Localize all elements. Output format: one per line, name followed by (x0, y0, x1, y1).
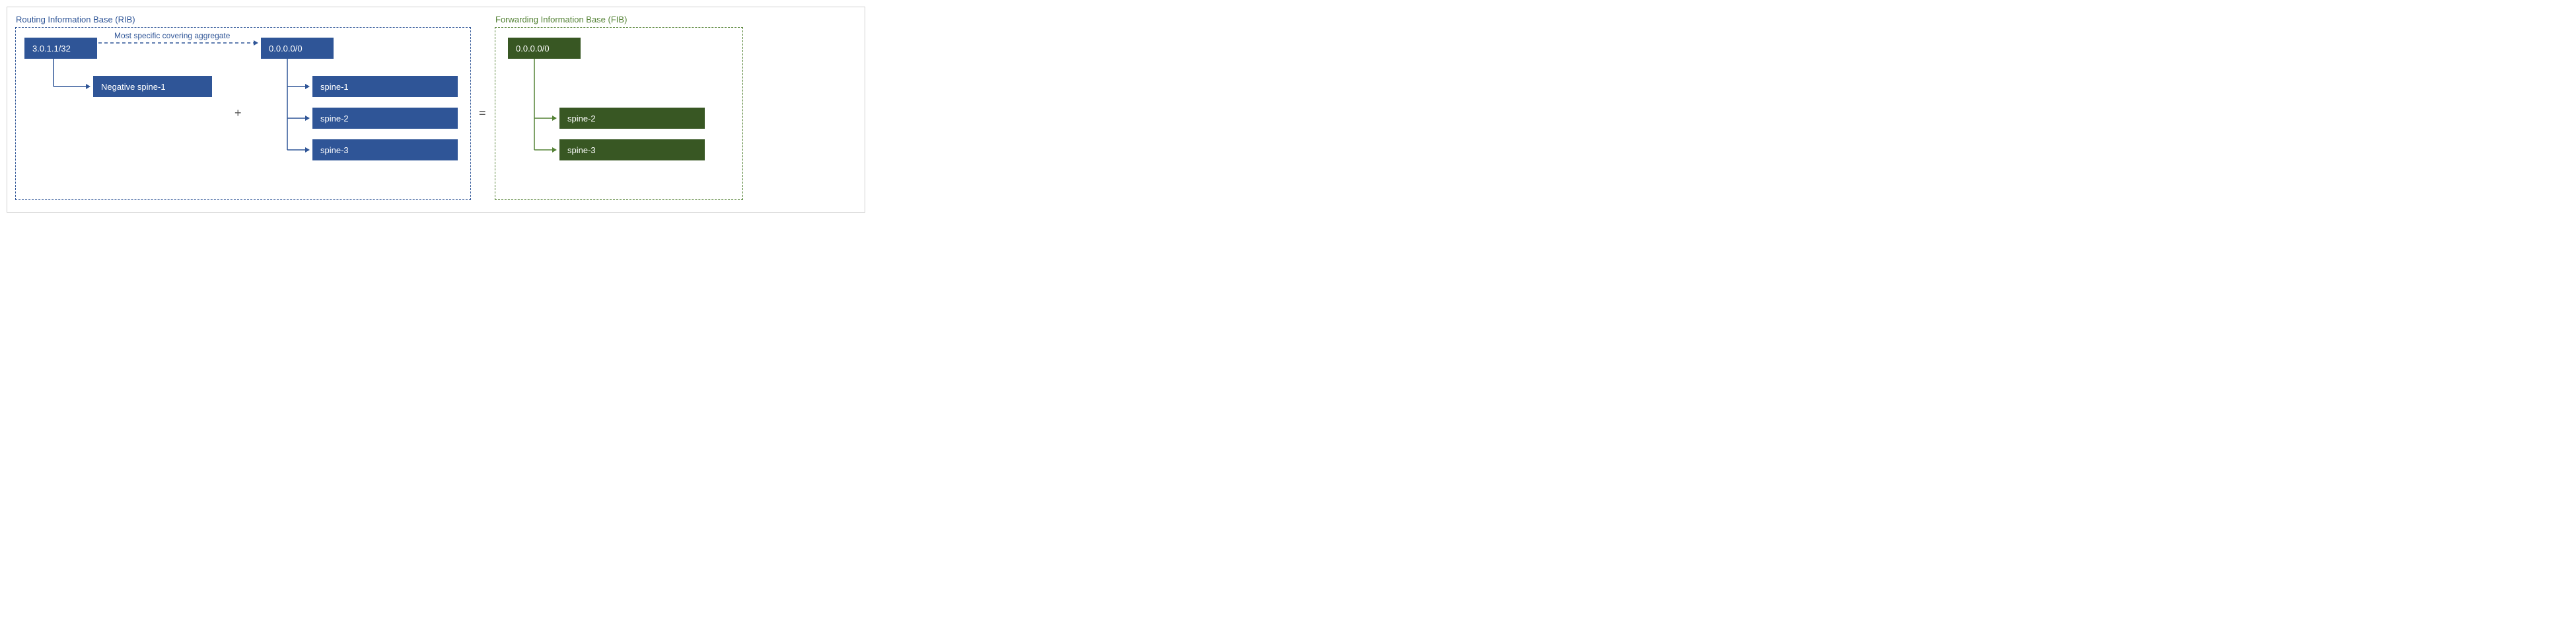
rib-negative-nexthop-box: Negative spine-1 (93, 76, 212, 97)
covering-aggregate-label: Most specific covering aggregate (114, 31, 230, 40)
rib-nexthop-box: spine-2 (312, 108, 458, 129)
plus-symbol: + (234, 106, 242, 120)
rib-nexthop-box: spine-1 (312, 76, 458, 97)
fib-default-route-box: 0.0.0.0/0 (508, 38, 581, 59)
fib-nexthop-box: spine-3 (559, 139, 705, 160)
diagram-canvas: Routing Information Base (RIB) Forwardin… (7, 7, 865, 213)
equals-symbol: = (479, 106, 486, 120)
rib-nexthop-box: spine-3 (312, 139, 458, 160)
rib-specific-route-box: 3.0.1.1/32 (24, 38, 97, 59)
fib-nexthop-box: spine-2 (559, 108, 705, 129)
rib-default-route-box: 0.0.0.0/0 (261, 38, 334, 59)
